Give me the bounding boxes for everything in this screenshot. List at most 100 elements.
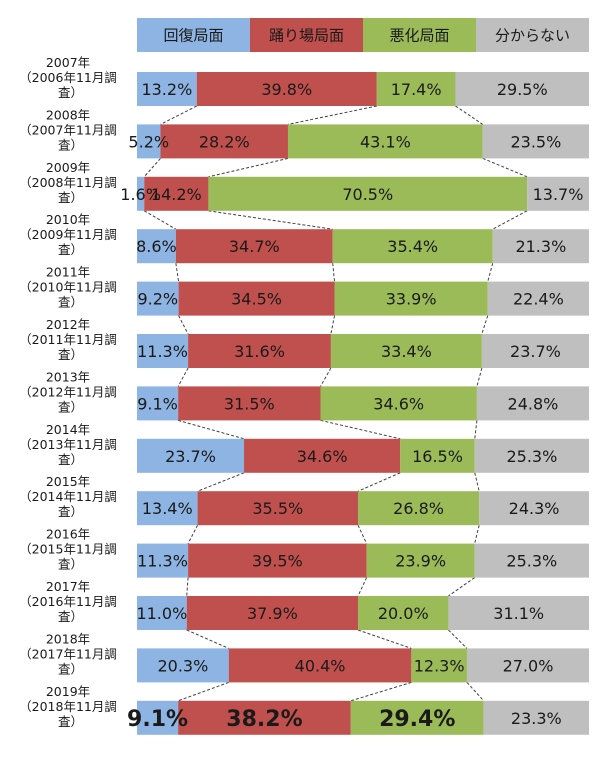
data-label: 9.2% — [137, 290, 178, 309]
bar-segment — [487, 281, 589, 316]
data-label: 40.4% — [295, 656, 346, 675]
connector-line — [143, 210, 177, 230]
connector-line — [175, 263, 180, 282]
data-label: 20.3% — [157, 656, 208, 675]
legend-label-1: 回復局面 — [163, 27, 223, 45]
row-label-line: 2010年 — [46, 212, 90, 227]
data-label: 33.9% — [386, 290, 437, 309]
data-label: 31.5% — [224, 394, 275, 413]
data-label: 13.2% — [141, 80, 192, 99]
data-label: 24.8% — [508, 394, 559, 413]
data-label: 25.3% — [506, 447, 557, 466]
connector-line — [208, 210, 333, 230]
bar-segment — [197, 491, 359, 526]
bar-segment — [474, 543, 589, 578]
bar-row: 20.3% 40.4% 12.3% 27.0% — [137, 648, 589, 683]
data-label: 28.2% — [199, 132, 250, 151]
connector-line — [187, 524, 199, 544]
legend-label-3: 悪化局面 — [389, 27, 449, 45]
connector-line — [143, 158, 161, 178]
connector-line — [357, 524, 368, 544]
connector-line — [186, 577, 189, 597]
bar-segment — [178, 700, 351, 735]
connector-line — [466, 682, 485, 702]
data-label: 29.5% — [497, 80, 548, 99]
bar-row: 13.2% 39.8% 17.4% 29.5% — [137, 72, 589, 106]
data-label: 34.6% — [373, 394, 424, 413]
row-label-line: （2011年11月調 — [19, 332, 117, 347]
connector-line — [357, 472, 401, 492]
bar-segment — [527, 176, 589, 211]
data-label: 43.1% — [360, 132, 411, 151]
connector-line — [482, 157, 528, 178]
bar-segment — [358, 596, 449, 630]
data-label: 31.1% — [493, 604, 544, 623]
bar-segment — [287, 124, 483, 159]
legend-swatch-2 — [250, 18, 363, 52]
bar-row: 1.6%14.2% 70.5% 13.7% — [120, 176, 589, 211]
data-label: 20.0% — [378, 604, 429, 623]
data-label: 39.5% — [252, 552, 303, 571]
data-label: 26.8% — [393, 499, 444, 518]
bar-segment — [137, 438, 245, 473]
bars: 13.2% 39.8% 17.4% 29.5% 5.2% 28.2% 43.1% 23.5% 1… — [120, 72, 589, 735]
connector-line — [481, 315, 489, 335]
bar-segment — [196, 72, 377, 106]
bar-segment — [400, 438, 475, 473]
bar-segment — [479, 491, 589, 526]
connector-line — [474, 472, 480, 492]
bar-segment — [186, 596, 359, 630]
bar-segment — [144, 176, 209, 211]
data-label: 11.3% — [137, 552, 188, 571]
data-label: 24.3% — [509, 499, 560, 518]
connector-line — [177, 419, 245, 440]
data-label: 22.4% — [513, 290, 564, 309]
data-label: 70.5% — [342, 185, 393, 204]
row-label-line: 査） — [58, 347, 83, 362]
row-label-line: 2018年 — [46, 631, 90, 646]
data-label: 34.7% — [229, 237, 280, 256]
legend-swatch-3 — [363, 18, 476, 52]
legend: 回復局面 踊り場局面 悪化局面 分からない — [137, 18, 589, 52]
bar-row: 13.4% 35.5% 26.8% 24.3% — [137, 491, 589, 526]
bar-segment — [376, 72, 456, 106]
bar-row: 5.2% 28.2% 43.1% 23.5% — [128, 124, 589, 159]
row-label-line: （2013年11月調 — [19, 437, 117, 452]
row-label-line: 査） — [58, 714, 83, 729]
bar-row: 23.7% 34.6% 16.5% 25.3% — [137, 438, 589, 473]
data-label: 35.4% — [387, 237, 438, 256]
bar-segment — [330, 334, 482, 368]
bar-segment — [244, 438, 401, 473]
data-label: 5.2% — [128, 132, 169, 151]
legend-label-4: 分からない — [495, 27, 570, 45]
row-label-line: （2012年11月調 — [19, 384, 117, 399]
bar-row: 9.1% 31.5% 34.6% 24.8% — [137, 386, 589, 421]
bar-segment — [358, 491, 480, 526]
data-label: 9.1% — [137, 394, 178, 413]
bar-segment — [160, 124, 288, 159]
connector-line — [448, 629, 468, 649]
row-label-line: （2008年11月調 — [19, 175, 117, 190]
bar-segment — [455, 72, 589, 106]
data-label: 12.3% — [414, 656, 465, 675]
bar-segment — [137, 334, 189, 368]
row-label-line: （2014年11月調 — [19, 489, 117, 504]
legend-swatch-1 — [137, 18, 250, 52]
connector-line — [474, 420, 478, 439]
bar-segment — [466, 648, 589, 683]
data-label: 37.9% — [247, 604, 298, 623]
row-label-line: 査） — [58, 137, 83, 152]
connector-line — [320, 367, 332, 387]
connector-line — [177, 681, 229, 702]
data-label: 13.7% — [533, 185, 584, 204]
bar-segment — [366, 543, 475, 578]
data-label: 14.2% — [151, 185, 202, 204]
bar-row: 11.3% 31.6% 33.4% 23.7% — [137, 334, 589, 368]
